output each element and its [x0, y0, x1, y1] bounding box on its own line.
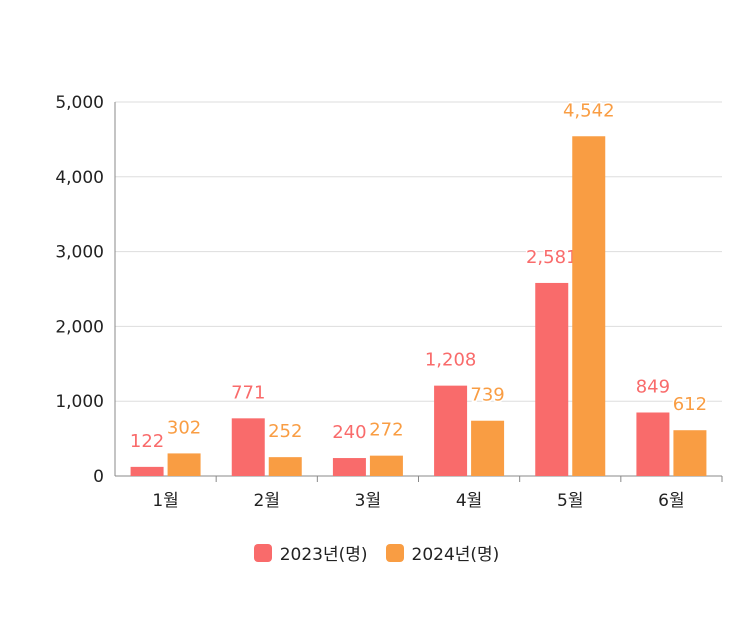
data-label-2023-2: 771 — [231, 382, 265, 403]
bar-2024-4 — [471, 420, 505, 476]
data-label-2023-5: 2,581 — [526, 247, 578, 268]
bar-2024-6 — [673, 430, 707, 476]
data-label-2024-2: 252 — [268, 421, 302, 442]
x-tick-label-4: 4월 — [456, 491, 482, 511]
bar-2023-4 — [434, 385, 468, 476]
legend-item-2023[interactable]: 2023년(명) — [253, 540, 368, 565]
x-tick-label-5: 5월 — [557, 491, 583, 511]
x-tick-label-1: 1월 — [152, 491, 178, 511]
data-label-2024-6: 612 — [673, 394, 707, 415]
legend-item-2024[interactable]: 2024년(명) — [385, 540, 500, 565]
y-tick-label-1000: 1,000 — [55, 392, 104, 412]
legend: 2023년(명) 2024년(명) — [0, 540, 753, 565]
legend-label-2024: 2024년(명) — [411, 545, 500, 565]
data-label-2023-4: 1,208 — [425, 350, 477, 371]
legend-swatch-2023 — [253, 543, 272, 562]
data-label-2024-1: 302 — [167, 417, 201, 438]
y-tick-label-5000: 5,000 — [55, 93, 104, 113]
data-label-2023-3: 240 — [332, 422, 366, 443]
y-tick-label-2000: 2,000 — [55, 317, 104, 337]
bar-2023-3 — [332, 458, 366, 476]
bar-2024-2 — [268, 457, 302, 476]
bar-2024-5 — [572, 136, 606, 476]
legend-swatch-2024 — [385, 543, 404, 562]
bar-2024-3 — [369, 455, 403, 476]
x-tick-label-6: 6월 — [658, 491, 684, 511]
data-label-2024-4: 739 — [470, 385, 504, 406]
bar-2023-1 — [130, 466, 164, 476]
bar-2023-6 — [636, 412, 670, 476]
legend-label-2023: 2023년(명) — [279, 545, 368, 565]
data-label-2023-1: 122 — [130, 431, 164, 452]
data-label-2024-3: 272 — [369, 420, 403, 441]
data-label-2023-6: 849 — [636, 376, 670, 397]
data-label-2024-5: 4,542 — [563, 100, 615, 121]
bar-2024-1 — [167, 453, 201, 476]
x-tick-label-2: 2월 — [254, 491, 280, 511]
x-tick-label-3: 3월 — [355, 491, 381, 511]
y-tick-label-0: 0 — [93, 467, 104, 487]
bar-2023-5 — [535, 282, 569, 476]
bar-2023-2 — [231, 418, 265, 476]
y-tick-label-3000: 3,000 — [55, 243, 104, 263]
y-tick-label-4000: 4,000 — [55, 168, 104, 188]
